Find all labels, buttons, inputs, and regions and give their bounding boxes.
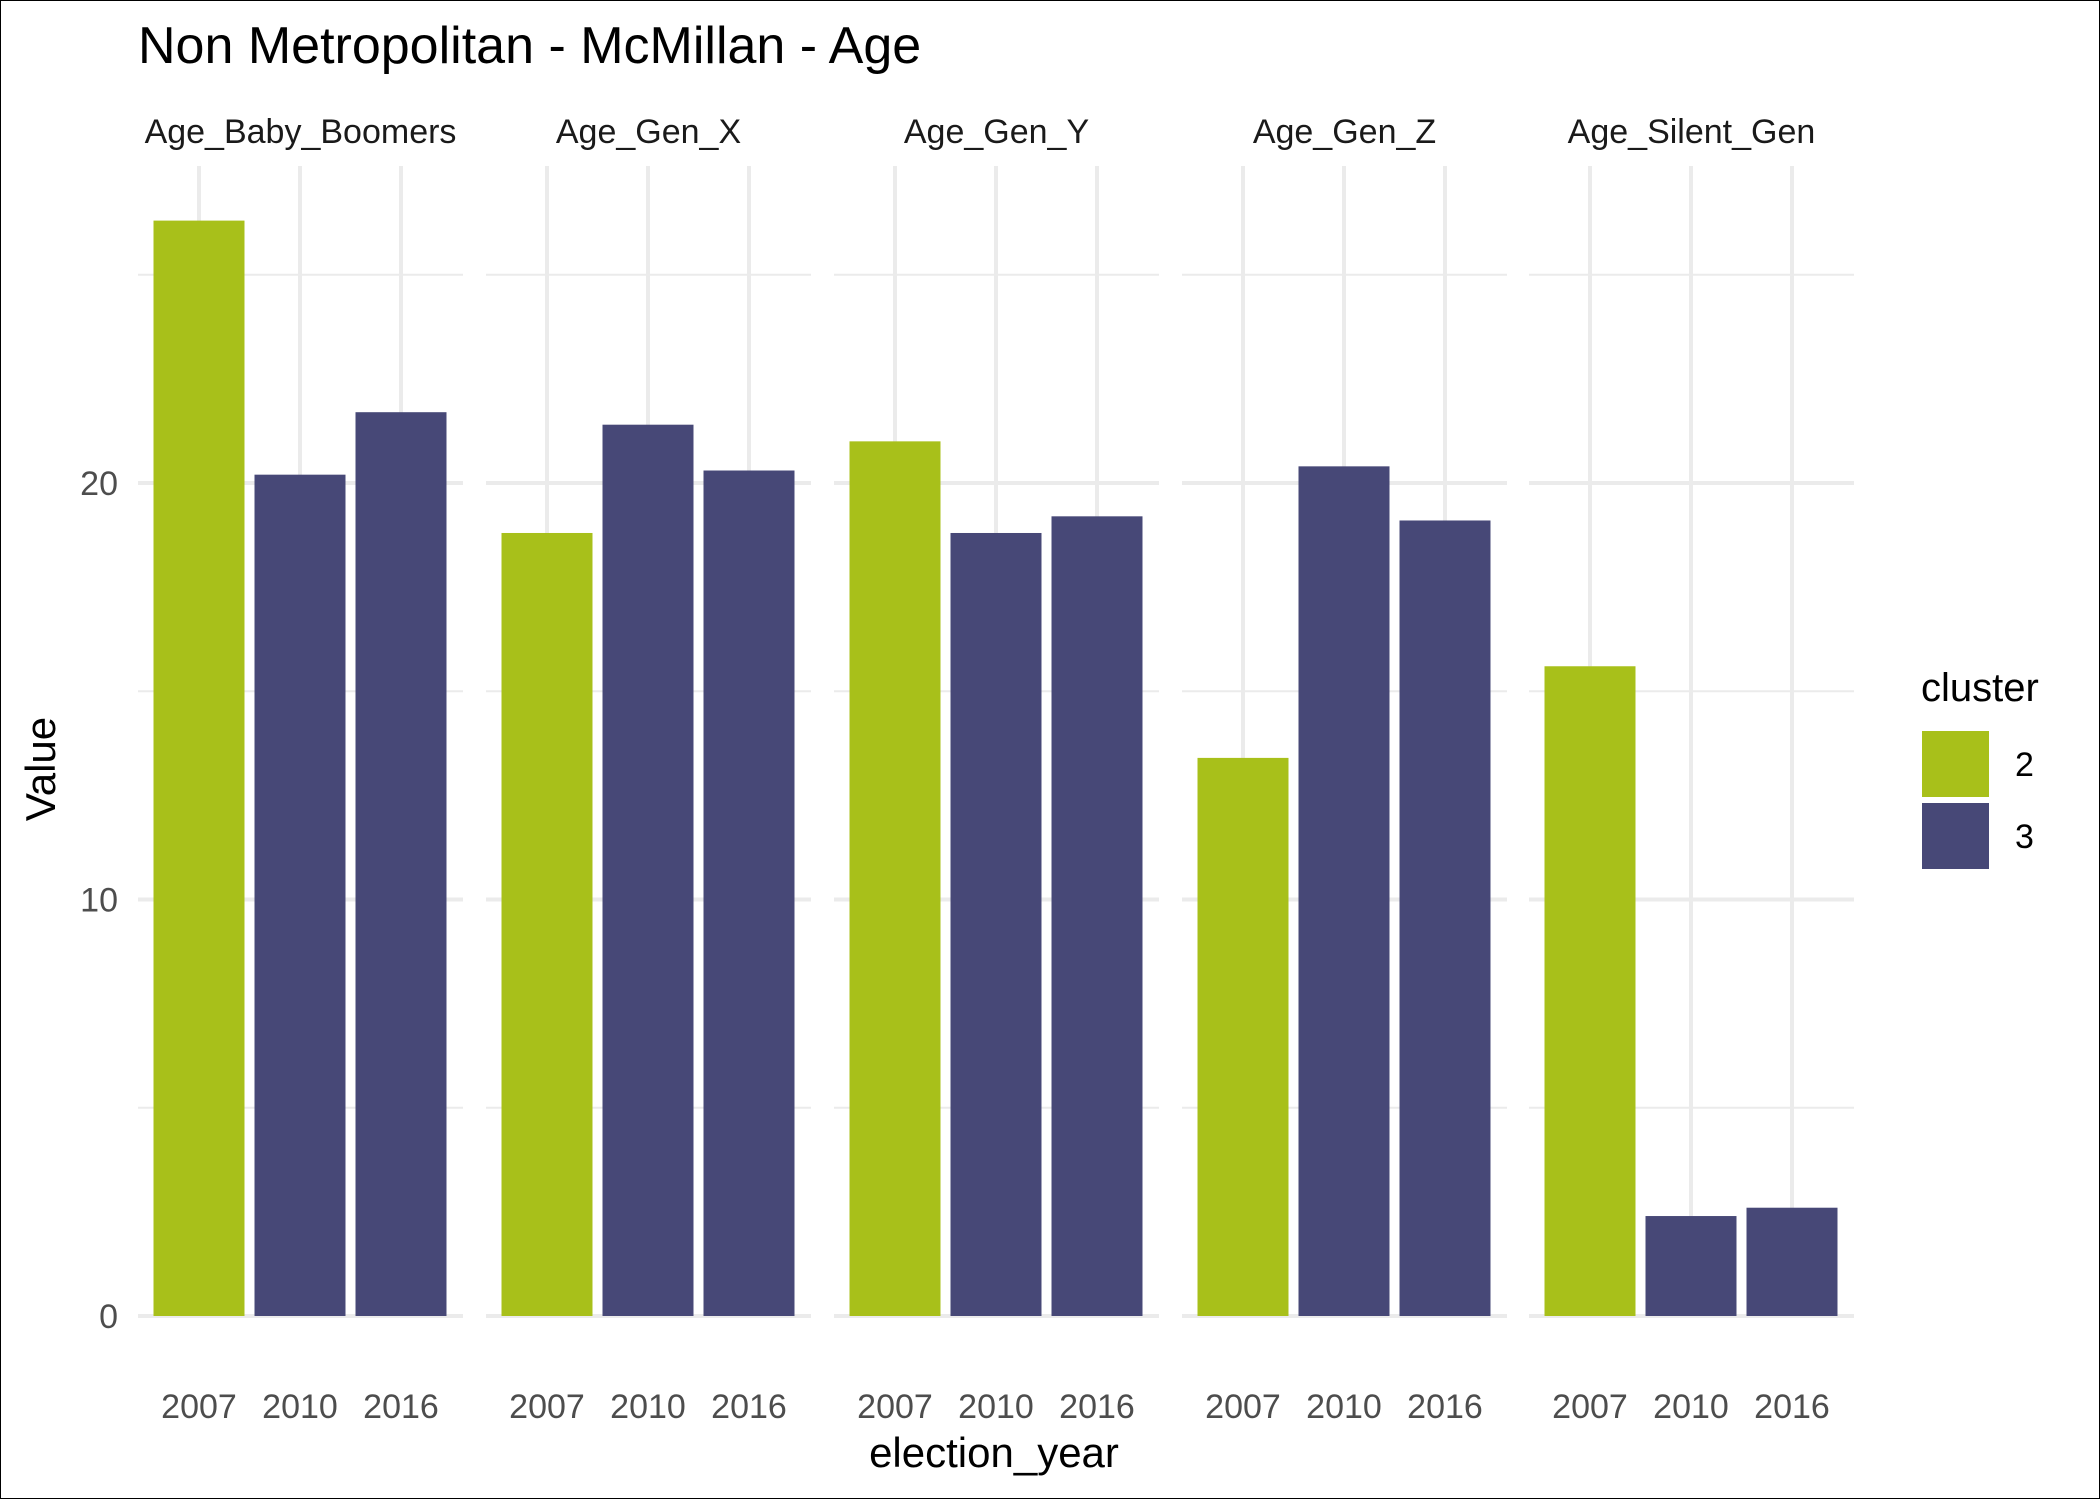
bar-Age_Silent_Gen-2007 — [1544, 666, 1636, 1316]
x-tick-label: 2010 — [610, 1388, 686, 1426]
bar-Age_Gen_Z-2007 — [1197, 757, 1289, 1316]
bar-Age_Gen_Z-2016 — [1399, 520, 1491, 1316]
legend-title: cluster — [1921, 666, 2039, 710]
y-tick-label: 20 — [80, 465, 118, 503]
facet-label: Age_Gen_X — [556, 113, 741, 151]
x-tick-label: 2016 — [711, 1388, 787, 1426]
x-tick-label: 2010 — [262, 1388, 338, 1426]
facet-panel: Age_Silent_Gen 2007 2010 2016 — [1529, 113, 1854, 1426]
bar-Age_Gen_Z-2010 — [1298, 466, 1390, 1317]
x-tick-label: 2010 — [1653, 1388, 1729, 1426]
y-axis-ticks: 0 10 20 — [80, 465, 118, 1336]
bar-Age_Silent_Gen-2010 — [1645, 1216, 1737, 1316]
y-tick-label: 10 — [80, 882, 118, 920]
x-tick-label: 2007 — [857, 1388, 933, 1426]
x-tick-label: 2007 — [161, 1388, 237, 1426]
bar-Age_Gen_Y-2010 — [950, 532, 1042, 1316]
x-tick-label: 2016 — [1407, 1388, 1483, 1426]
x-tick-label: 2010 — [958, 1388, 1034, 1426]
x-tick-label: 2016 — [363, 1388, 439, 1426]
bar-Age_Silent_Gen-2016 — [1746, 1207, 1838, 1316]
legend-label: 2 — [2015, 746, 2034, 784]
x-tick-label: 2016 — [1059, 1388, 1135, 1426]
facet-panel: Age_Baby_Boomers 2007 2010 2016 — [138, 113, 463, 1426]
facet-panel: Age_Gen_Y 2007 2010 2016 — [834, 113, 1159, 1426]
legend: cluster 2 3 — [1921, 666, 2039, 869]
legend-label: 3 — [2015, 818, 2034, 856]
x-tick-label: 2007 — [1205, 1388, 1281, 1426]
bar-Age_Baby_Boomers-2016 — [355, 412, 447, 1316]
facet-panel: Age_Gen_X 2007 2010 2016 — [486, 113, 811, 1426]
y-axis-title: Value — [17, 717, 64, 821]
x-tick-label: 2010 — [1306, 1388, 1382, 1426]
bar-Age_Gen_X-2007 — [501, 532, 593, 1316]
x-tick-label: 2016 — [1754, 1388, 1830, 1426]
facet-panel: Age_Gen_Z 2007 2010 2016 — [1182, 113, 1507, 1426]
facet-label: Age_Gen_Y — [904, 113, 1089, 151]
x-tick-label: 2007 — [509, 1388, 585, 1426]
legend-key-3 — [1922, 803, 1989, 869]
x-tick-label: 2007 — [1552, 1388, 1628, 1426]
bar-Age_Gen_Y-2016 — [1051, 516, 1143, 1316]
facet-panels: Age_Baby_Boomers 2007 2010 2016 Age_Gen_X 200… — [138, 113, 1854, 1426]
bar-Age_Gen_X-2010 — [602, 424, 694, 1316]
y-tick-label: 0 — [99, 1298, 118, 1336]
bar-Age_Baby_Boomers-2010 — [254, 474, 346, 1316]
x-axis-title: election_year — [869, 1429, 1119, 1476]
facet-label: Age_Silent_Gen — [1568, 113, 1816, 151]
bar-Age_Baby_Boomers-2007 — [153, 220, 245, 1317]
chart-title: Non Metropolitan - McMillan - Age — [138, 17, 921, 75]
facet-label: Age_Gen_Z — [1253, 113, 1436, 151]
facet-label: Age_Baby_Boomers — [145, 113, 457, 151]
bar-Age_Gen_X-2016 — [703, 470, 795, 1316]
legend-key-2 — [1922, 731, 1989, 797]
bar-Age_Gen_Y-2007 — [849, 441, 941, 1317]
